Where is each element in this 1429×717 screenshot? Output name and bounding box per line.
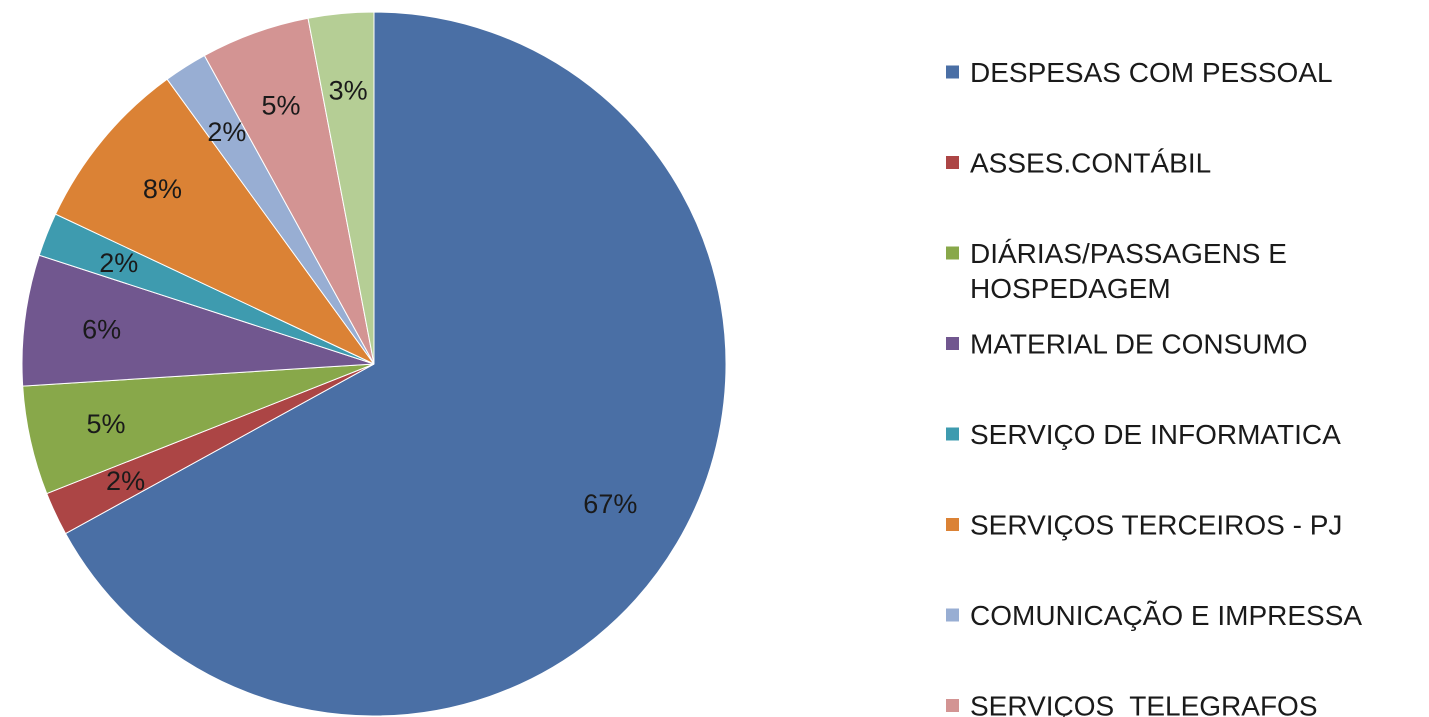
pie-value-label-1: 2% bbox=[106, 466, 145, 496]
legend-label-6: COMUNICAÇÃO E IMPRESSA bbox=[970, 600, 1362, 631]
legend-label-0: DESPESAS COM PESSOAL bbox=[970, 57, 1333, 88]
pie-value-labels: 67% 2% 5% 6% 2% 8% 2% 5% 3% bbox=[82, 76, 637, 519]
pie-value-label-7: 5% bbox=[261, 91, 300, 121]
legend-label-7: SERVIÇOS TELEGRAFOS bbox=[970, 690, 1318, 717]
pie-value-label-8: 3% bbox=[329, 76, 368, 106]
legend-label-2: DIÁRIAS/PASSAGENS E HOSPEDAGEM bbox=[970, 238, 1287, 304]
pie-slice-8 bbox=[307, 11, 375, 365]
pie-value-label-5: 8% bbox=[143, 174, 182, 204]
legend-swatch-0 bbox=[946, 65, 959, 79]
legend-swatch-7 bbox=[946, 699, 959, 712]
legend-label-5: SERVIÇOS TERCEIROS - PJ bbox=[970, 509, 1342, 540]
pie-value-label-4: 2% bbox=[99, 248, 138, 278]
pie-slice-5 bbox=[54, 78, 375, 365]
pie-slice-0 bbox=[64, 11, 727, 717]
legend-label-4: SERVIÇO DE INFORMATICA bbox=[970, 419, 1341, 450]
legend-swatch-1 bbox=[946, 156, 959, 169]
pie-value-label-2: 5% bbox=[87, 409, 126, 439]
legend-swatch-4 bbox=[946, 427, 959, 441]
legend: DESPESAS COM PESSOAL ASSES.CONTÁBIL DIÁRIA… bbox=[946, 57, 1362, 717]
pie-slices bbox=[21, 11, 727, 717]
pie-value-label-0: 67% bbox=[583, 489, 637, 519]
legend-label-1: ASSES.CONTÁBIL bbox=[970, 147, 1211, 178]
pie-value-label-3: 6% bbox=[82, 315, 121, 345]
pie-value-label-6: 2% bbox=[207, 117, 246, 147]
legend-swatch-6 bbox=[946, 608, 959, 622]
legend-swatch-2 bbox=[946, 246, 959, 260]
pie-slice-3 bbox=[21, 254, 375, 387]
legend-label-3: MATERIAL DE CONSUMO bbox=[970, 328, 1308, 359]
legend-swatch-3 bbox=[946, 337, 959, 350]
legend-swatch-5 bbox=[946, 518, 959, 531]
